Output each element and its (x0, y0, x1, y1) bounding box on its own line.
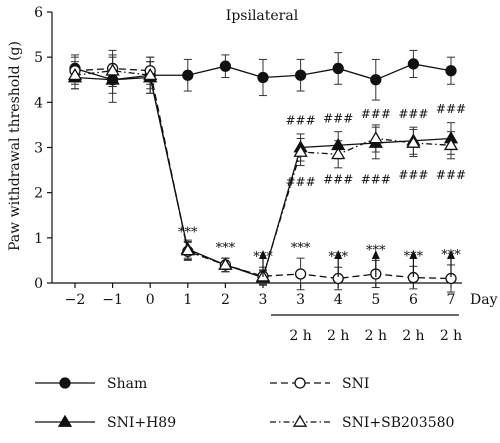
legend-marker-sni (294, 377, 306, 389)
data-point-sni-sb203580 (331, 146, 346, 160)
x-sublabel: 2 h (327, 328, 349, 344)
x-axis-label: Day (470, 292, 498, 308)
y-tick-label: 2 (34, 186, 43, 202)
data-point-sni-sb203580 (406, 135, 421, 148)
x-tick-label: 4 (334, 292, 343, 308)
x-tick-label: −1 (102, 292, 123, 308)
legend-marker-sni-h89 (57, 414, 73, 427)
chart-title: Ipsilateral (226, 8, 299, 24)
y-tick-label: 6 (34, 5, 43, 21)
hash-annotation-lower: ### (436, 168, 466, 182)
data-point-sham (370, 74, 382, 86)
data-point-sni-sb203580 (180, 243, 195, 256)
data-point-sni-h89 (105, 72, 120, 85)
data-point-sni-sb203580 (143, 67, 158, 81)
x-tick-label: 3 (296, 292, 305, 308)
hash-annotation-upper: ### (436, 102, 466, 116)
x-tick-label: 5 (371, 292, 380, 308)
arrow-head (409, 250, 418, 259)
legend-label-sham: Sham (107, 376, 147, 392)
x-sublabel: 2 h (365, 328, 387, 344)
legend-label-sni: SNI (342, 376, 369, 392)
data-point-sni-sb203580 (105, 63, 120, 76)
y-axis-label: Paw withdrawal threshold (g) (7, 41, 23, 251)
hash-annotation-lower: ### (323, 173, 353, 187)
arrow-head (259, 250, 267, 259)
x-tick-label: −2 (65, 292, 86, 308)
significance-stars: *** (178, 225, 198, 240)
data-point-sham (332, 62, 344, 75)
x-tick-label: 2 (221, 292, 230, 308)
hash-annotation-upper: ### (286, 114, 316, 128)
series-line-sni (74, 67, 452, 280)
legend-marker-sham (59, 377, 71, 389)
data-point-sni-sb203580 (218, 257, 233, 270)
hash-annotation-lower: ### (286, 175, 316, 189)
y-tick-label: 3 (34, 141, 43, 157)
x-sublabel: 2 h (402, 328, 424, 344)
data-point-sni-sb203580 (67, 67, 83, 81)
data-point-sham (182, 69, 194, 81)
legend-label-sni-sb203580: SNI+SB203580 (342, 415, 454, 431)
y-tick-label: 5 (34, 50, 43, 66)
x-tick-label: 0 (146, 292, 155, 308)
data-point-sham (257, 71, 269, 84)
hash-annotation-lower: ### (398, 168, 428, 182)
hash-annotation-lower: ### (361, 173, 391, 187)
data-point-sham (294, 69, 307, 81)
data-point-sni (294, 268, 307, 280)
series-line-sni-sb203580 (74, 70, 452, 278)
arrow-head (447, 250, 455, 259)
x-tick-label: 6 (409, 292, 418, 308)
data-point-sham (445, 65, 457, 77)
data-point-sham (219, 60, 232, 72)
legend-marker-sni-sb203580 (292, 414, 308, 427)
y-tick-label: 4 (34, 95, 43, 111)
x-sublabel: 2 h (289, 328, 311, 344)
legend-label-sni-h89: SNI+H89 (107, 415, 176, 431)
significance-stars: *** (216, 241, 236, 256)
x-sublabel: 2 h (440, 328, 462, 344)
hash-annotation-upper: ### (398, 107, 428, 121)
arrow-head (371, 250, 380, 259)
y-tick-label: 0 (34, 276, 43, 292)
hash-annotation-upper: ### (361, 107, 391, 121)
y-tick-label: 1 (34, 231, 43, 247)
series-line-sni-h89 (74, 76, 452, 279)
hash-annotation-upper: ### (323, 111, 353, 125)
data-point-sni-sb203580 (293, 144, 308, 157)
x-tick-label: 7 (447, 292, 456, 308)
data-point-sham (407, 58, 420, 70)
data-point-sni-sb203580 (368, 131, 383, 144)
arrow-head (334, 250, 343, 259)
significance-stars: *** (291, 241, 311, 256)
x-tick-label: 1 (183, 292, 192, 308)
x-tick-label: 3 (259, 292, 268, 308)
data-point-sni-sb203580 (443, 137, 459, 151)
